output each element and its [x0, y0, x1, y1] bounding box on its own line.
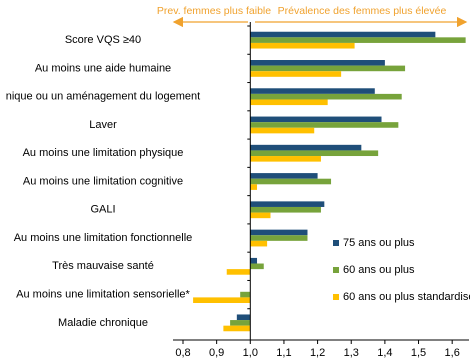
bar	[250, 116, 382, 123]
bar	[250, 178, 332, 185]
bar	[250, 99, 328, 106]
bar	[250, 144, 362, 151]
bar	[250, 150, 379, 157]
x-tick-label: 1,2	[310, 347, 325, 359]
legend-label: 75 ans ou plus	[343, 237, 415, 249]
bar	[250, 235, 308, 241]
category-label: Au moins une limitation sensorielle*	[16, 288, 190, 300]
bar	[250, 122, 399, 128]
annotation: Prévalence des femmes plus élevée	[278, 5, 447, 17]
bar	[240, 291, 251, 298]
bar	[250, 127, 315, 134]
category-label: nique ou un aménagement du logement	[6, 91, 200, 103]
bar	[250, 257, 258, 264]
legend-swatch	[333, 240, 339, 246]
bar	[250, 240, 268, 247]
bar	[250, 31, 436, 38]
bar	[223, 325, 251, 332]
bar	[250, 263, 264, 270]
bar	[193, 297, 251, 303]
bar	[250, 156, 321, 162]
legend-label: 60 ans ou plus	[343, 264, 415, 276]
legend-label: 60 ans ou plus standardisé	[343, 291, 470, 303]
category-label: Au moins une limitation fonctionnelle	[14, 232, 193, 244]
bar	[250, 201, 325, 207]
x-tick-label: 0,9	[209, 347, 224, 359]
bar	[250, 65, 406, 72]
category-label: Au moins une limitation cognitive	[23, 175, 183, 187]
x-tick-label: 0,8	[175, 347, 190, 359]
x-tick-label: 1,5	[411, 347, 426, 359]
bar	[250, 93, 402, 100]
bar	[250, 173, 318, 179]
category-label: Laver	[89, 119, 117, 131]
annotation: Prev. femmes plus faible	[157, 5, 271, 17]
bar	[250, 88, 375, 94]
bar	[250, 37, 466, 43]
bar	[226, 269, 251, 275]
bar	[230, 320, 251, 326]
x-tick-label: 1,4	[377, 347, 392, 359]
bar	[250, 71, 342, 77]
bar	[250, 229, 308, 236]
bar	[250, 212, 271, 219]
bar	[250, 184, 258, 190]
x-tick-label: 1,3	[344, 347, 359, 359]
bar	[250, 206, 321, 213]
category-label: Au moins une limitation physique	[23, 147, 184, 159]
bar	[250, 60, 385, 66]
x-tick-label: 1,1	[276, 347, 291, 359]
x-tick-label: 1,0	[243, 347, 258, 359]
category-label: Très mauvaise santé	[52, 260, 154, 272]
bar	[250, 42, 355, 49]
x-tick-label: 1,6	[445, 347, 460, 359]
category-label: Score VQS ≥40	[65, 34, 141, 46]
category-label: GALI	[90, 204, 115, 216]
legend-swatch	[333, 267, 339, 273]
category-label: Au moins une aide humaine	[35, 62, 171, 74]
category-label: Maladie chronique	[58, 317, 148, 329]
legend-swatch	[333, 294, 339, 300]
bar	[236, 314, 251, 321]
